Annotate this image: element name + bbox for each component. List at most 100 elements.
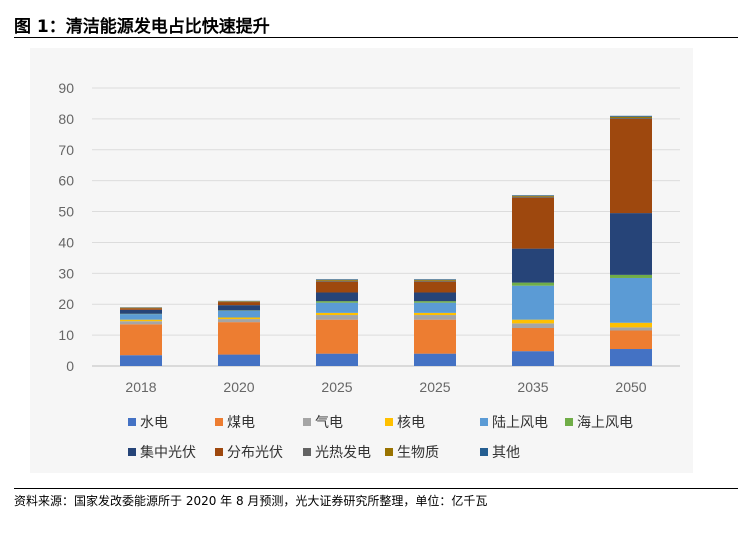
bar-segment xyxy=(218,305,260,311)
legend-swatch xyxy=(303,448,311,456)
legend-label: 水电 xyxy=(140,415,168,431)
bar-segment xyxy=(610,115,652,117)
bar-segment xyxy=(218,317,260,320)
legend-label: 气电 xyxy=(315,415,343,431)
legend-swatch xyxy=(385,448,393,456)
legend-label: 核电 xyxy=(397,415,425,431)
bar-segment xyxy=(610,274,652,278)
bar-segment xyxy=(414,280,456,282)
x-tick-label: 2050 xyxy=(615,379,646,395)
legend-swatch xyxy=(480,418,488,426)
bar-segment xyxy=(512,195,554,197)
y-tick-label: 0 xyxy=(66,358,74,374)
bar-segment xyxy=(610,327,652,331)
bar-segment xyxy=(316,292,358,302)
legend-label: 煤电 xyxy=(227,415,255,431)
bar-segment xyxy=(120,319,162,322)
bar-segment xyxy=(120,324,162,356)
legend-label: 海上风电 xyxy=(577,415,633,431)
bar-segment xyxy=(610,213,652,275)
legend-label: 其他 xyxy=(492,445,520,461)
y-tick-label: 60 xyxy=(58,173,74,189)
y-tick-label: 40 xyxy=(58,234,74,250)
x-tick-label: 2025 xyxy=(321,379,352,395)
source-note: 资料来源：国家发改委能源所于 2020 年 8 月预测，光大证券研究所整理，单位… xyxy=(14,494,488,508)
bar-segment xyxy=(218,319,260,323)
y-tick-label: 80 xyxy=(58,111,74,127)
bar-segment xyxy=(512,351,554,366)
x-tick-label: 2025 xyxy=(419,379,450,395)
bar-segment xyxy=(316,279,358,281)
legend-swatch xyxy=(128,448,136,456)
bar-segment xyxy=(512,328,554,352)
y-tick-label: 70 xyxy=(58,142,74,158)
bar-segment xyxy=(316,301,358,303)
bar-segment xyxy=(316,353,358,366)
bar-segment xyxy=(610,330,652,350)
bar-segment xyxy=(610,118,652,214)
bar-segment xyxy=(316,280,358,282)
bar-segment xyxy=(414,279,456,280)
bar-segment xyxy=(414,279,456,281)
x-tick-label: 2020 xyxy=(223,379,254,395)
bar-segment xyxy=(414,353,456,366)
y-tick-label: 90 xyxy=(58,80,74,96)
y-tick-label: 20 xyxy=(58,296,74,312)
figure-title: 图 1：清洁能源发电占比快速提升 xyxy=(14,17,270,37)
bar-segment xyxy=(512,282,554,286)
bar-segment xyxy=(120,314,162,320)
legend-label: 陆上风电 xyxy=(492,415,548,431)
y-tick-label: 10 xyxy=(58,327,74,343)
bar-segment xyxy=(414,319,456,354)
bar-segment xyxy=(414,281,456,293)
bar-segment xyxy=(414,312,456,316)
bar-segment xyxy=(610,116,652,118)
legend-label: 光热发电 xyxy=(315,445,371,461)
y-tick-label: 50 xyxy=(58,204,74,220)
bar-segment xyxy=(414,301,456,303)
bar-segment xyxy=(218,310,260,318)
title-rule xyxy=(14,37,738,38)
bar-segment xyxy=(316,319,358,354)
legend-label: 分布光伏 xyxy=(227,445,283,461)
legend-swatch xyxy=(385,418,393,426)
legend-label: 生物质 xyxy=(397,445,439,461)
bar-segment xyxy=(512,248,554,283)
legend-swatch xyxy=(215,448,223,456)
legend-label: 集中光伏 xyxy=(140,444,196,461)
bar-segment xyxy=(512,319,554,324)
x-tick-label: 2018 xyxy=(125,379,156,395)
bar-segment xyxy=(512,285,554,320)
bar-segment xyxy=(512,197,554,249)
bar-segment xyxy=(218,302,260,306)
bar-segment xyxy=(414,315,456,320)
bar-segment xyxy=(512,196,554,198)
legend-swatch xyxy=(128,418,136,426)
legend-swatch xyxy=(565,418,573,426)
legend-swatch xyxy=(303,418,311,426)
stacked-bar-chart: 0 10 20 30 40 50 60 70 80 90 2018 2020 2025 2025 2035 2… xyxy=(58,80,680,461)
legend-swatch xyxy=(215,418,223,426)
bar-segment xyxy=(218,354,260,366)
bar-segment xyxy=(120,307,162,309)
bar-segment xyxy=(512,195,554,196)
bar-segment xyxy=(610,349,652,366)
bar-segment xyxy=(316,315,358,320)
bar-segment xyxy=(512,323,554,329)
legend-swatch xyxy=(480,448,488,456)
x-tick-label: 2035 xyxy=(517,379,548,395)
bar-segment xyxy=(316,279,358,280)
chart-panel: 0 10 20 30 40 50 60 70 80 90 2018 2020 2025 2025 2035 2… xyxy=(30,48,693,473)
bar-segment xyxy=(610,277,652,323)
bar-segment xyxy=(316,281,358,293)
bar-segment xyxy=(120,355,162,366)
bar-segment xyxy=(120,321,162,325)
bar-segment xyxy=(610,117,652,119)
bar-segment xyxy=(316,312,358,316)
bar-segment xyxy=(218,301,260,302)
bar-segment xyxy=(120,309,162,314)
bar-segment xyxy=(218,322,260,355)
source-rule xyxy=(14,488,738,489)
bar-segment xyxy=(414,302,456,313)
bar-segment xyxy=(316,302,358,313)
